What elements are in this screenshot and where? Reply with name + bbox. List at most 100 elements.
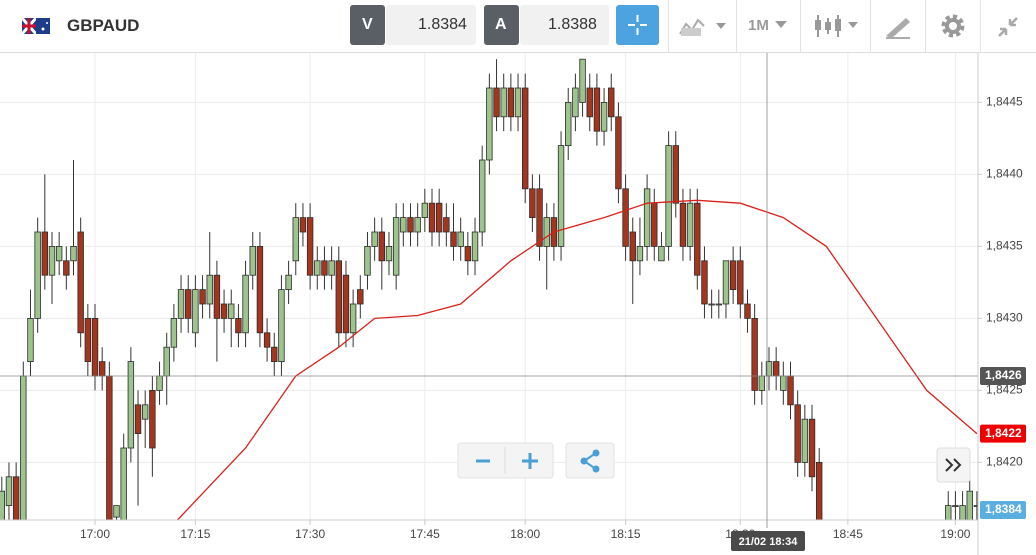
candle-body	[758, 375, 766, 391]
candle-body	[945, 505, 952, 520]
candle-body	[285, 274, 292, 291]
candle-body	[48, 245, 56, 276]
candle-body	[321, 260, 328, 276]
candle-body	[84, 317, 92, 362]
candle-body	[686, 202, 694, 247]
bid-price: 1.8384	[418, 16, 467, 33]
candle-body	[751, 317, 758, 391]
candle-body	[306, 217, 314, 276]
candle-body	[794, 404, 801, 463]
candle-body	[435, 202, 443, 233]
y-tick-label: 1,8425	[986, 383, 1023, 397]
candle-body	[636, 245, 644, 262]
candle-body	[579, 58, 586, 103]
crosshair-time-box	[731, 531, 805, 551]
candle-body	[12, 476, 20, 520]
candle-body	[414, 217, 421, 233]
bid-button[interactable]	[350, 5, 385, 45]
candle-body	[342, 274, 350, 334]
draw-button[interactable]	[884, 14, 914, 40]
moving-average	[176, 199, 978, 520]
collapse-button[interactable]	[995, 14, 1021, 40]
candle-body	[622, 188, 629, 247]
candle-body	[715, 303, 722, 306]
y-tick-label: 1,8430	[986, 311, 1023, 325]
candle-type-button[interactable]	[812, 12, 862, 40]
zoom-controls	[457, 442, 615, 479]
candle-body	[63, 260, 70, 276]
candle-body	[952, 505, 959, 508]
caret	[775, 21, 787, 28]
candle-body	[292, 217, 299, 262]
settings-button[interactable]	[940, 13, 966, 39]
candle-body	[493, 87, 500, 118]
candle-body	[256, 245, 264, 334]
candle-body	[299, 217, 307, 233]
zoom-in[interactable]	[522, 453, 538, 469]
interval[interactable]: 1M	[748, 17, 769, 34]
candle-body	[314, 260, 321, 276]
candle-body	[371, 231, 378, 247]
x-tick-label: 18:45	[833, 527, 863, 541]
chart-type-button[interactable]	[678, 14, 730, 38]
candle-body	[400, 217, 407, 233]
y-tick-label: 1,8420	[986, 455, 1023, 469]
ask-box	[520, 5, 609, 45]
ask-button[interactable]	[484, 5, 519, 45]
candle-body	[113, 505, 120, 518]
candle-body	[27, 317, 34, 362]
candle-body	[500, 87, 507, 118]
candle-body	[464, 245, 472, 262]
candle-body	[801, 418, 809, 463]
candle-body	[357, 289, 364, 305]
scroll-right-button[interactable]	[936, 447, 971, 483]
candle-body	[141, 404, 149, 420]
candle-body	[206, 274, 213, 305]
bid-box	[386, 5, 476, 45]
candle-body	[185, 289, 192, 319]
candle-body	[34, 231, 41, 319]
candle-body	[507, 87, 515, 118]
candle-body	[787, 375, 794, 406]
bid-label: V	[362, 16, 373, 33]
y-tick-label: 1,8440	[986, 167, 1023, 181]
candle-body	[156, 375, 163, 391]
candle-body	[966, 490, 973, 520]
candle-body	[77, 231, 84, 334]
ask-label: A	[495, 16, 507, 33]
candle-body	[651, 202, 658, 247]
symbol: GBPAUD	[67, 16, 140, 35]
candle-body	[529, 188, 536, 219]
candle-body	[0, 490, 6, 520]
y-tick-label: 1,8435	[986, 239, 1023, 253]
x-tick-label: 17:45	[410, 527, 440, 541]
toolbar: GBPAUD V 1.8384 A 1.8388 1M	[0, 0, 1036, 53]
candle-body	[665, 145, 672, 247]
candle-body	[228, 303, 235, 319]
candle-body	[672, 145, 679, 204]
candle-body	[127, 361, 135, 449]
candle-body	[815, 461, 823, 520]
candle-body	[120, 447, 127, 520]
candle-body	[278, 289, 285, 363]
candle-body	[20, 375, 27, 520]
candle-body	[5, 476, 13, 506]
candle-body	[565, 102, 572, 147]
candle-body	[643, 188, 651, 247]
candle-body	[349, 303, 357, 334]
candle-body	[973, 505, 978, 508]
candle-body	[808, 418, 816, 478]
crosshair-button[interactable]	[616, 5, 659, 45]
candle-body	[443, 217, 450, 233]
price-label-box	[980, 501, 1026, 519]
candle-body	[335, 260, 342, 334]
candle-body	[471, 231, 479, 262]
candle-body	[192, 289, 199, 334]
share-button[interactable]	[565, 442, 615, 479]
price-label-box	[980, 367, 1026, 385]
candle-body	[694, 202, 701, 276]
candle-body	[772, 361, 780, 377]
price-label: 1,8426	[985, 368, 1022, 382]
candle-body	[407, 217, 414, 233]
y-tick-label: 1,8445	[986, 95, 1023, 109]
